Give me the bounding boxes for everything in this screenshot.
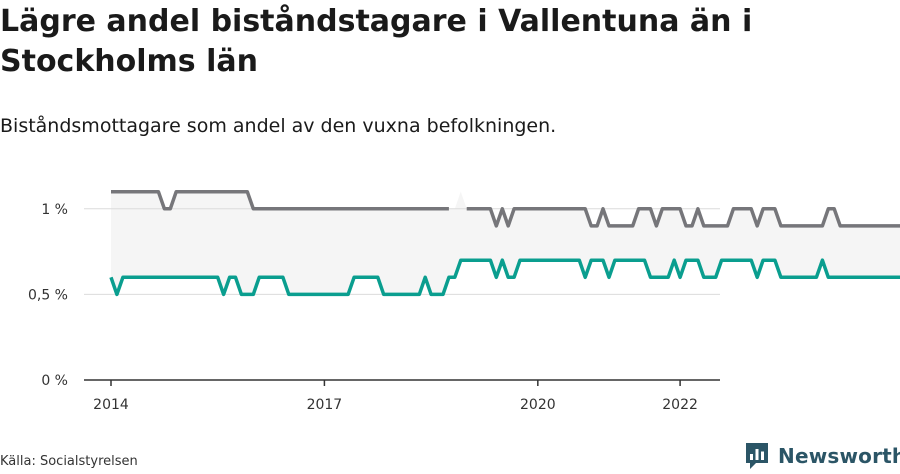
brand-name: Newsworthy — [778, 444, 900, 468]
x-tick-label: 2020 — [520, 397, 556, 413]
source-note: Källa: Socialstyrelsen — [0, 454, 138, 469]
y-tick-label: 0,5 % — [28, 287, 68, 303]
newsworthy-logo-icon — [746, 443, 768, 469]
chart-subtitle: Biståndsmottagare som andel av den vuxna… — [0, 115, 557, 137]
brand-logo[interactable]: Newsworthy — [744, 441, 900, 471]
series-line-vallentuna — [109, 258, 900, 297]
series-layer — [109, 189, 900, 297]
range-band — [111, 191, 900, 295]
series-line-stockholm — [111, 189, 900, 228]
y-tick-label: 0 % — [41, 373, 68, 389]
chart-title: Lägre andel biståndstagare i Vallentuna … — [0, 4, 753, 79]
y-tick-label: 1 % — [41, 202, 68, 218]
x-tick-label: 2017 — [307, 397, 343, 413]
axis-layer: 0 % 0,5 % 1 % 2014 2017 2020 2022 — [28, 202, 720, 413]
x-tick-label: 2014 — [93, 397, 129, 413]
range-band-layer — [111, 191, 900, 295]
x-tick-label: 2022 — [662, 397, 698, 413]
